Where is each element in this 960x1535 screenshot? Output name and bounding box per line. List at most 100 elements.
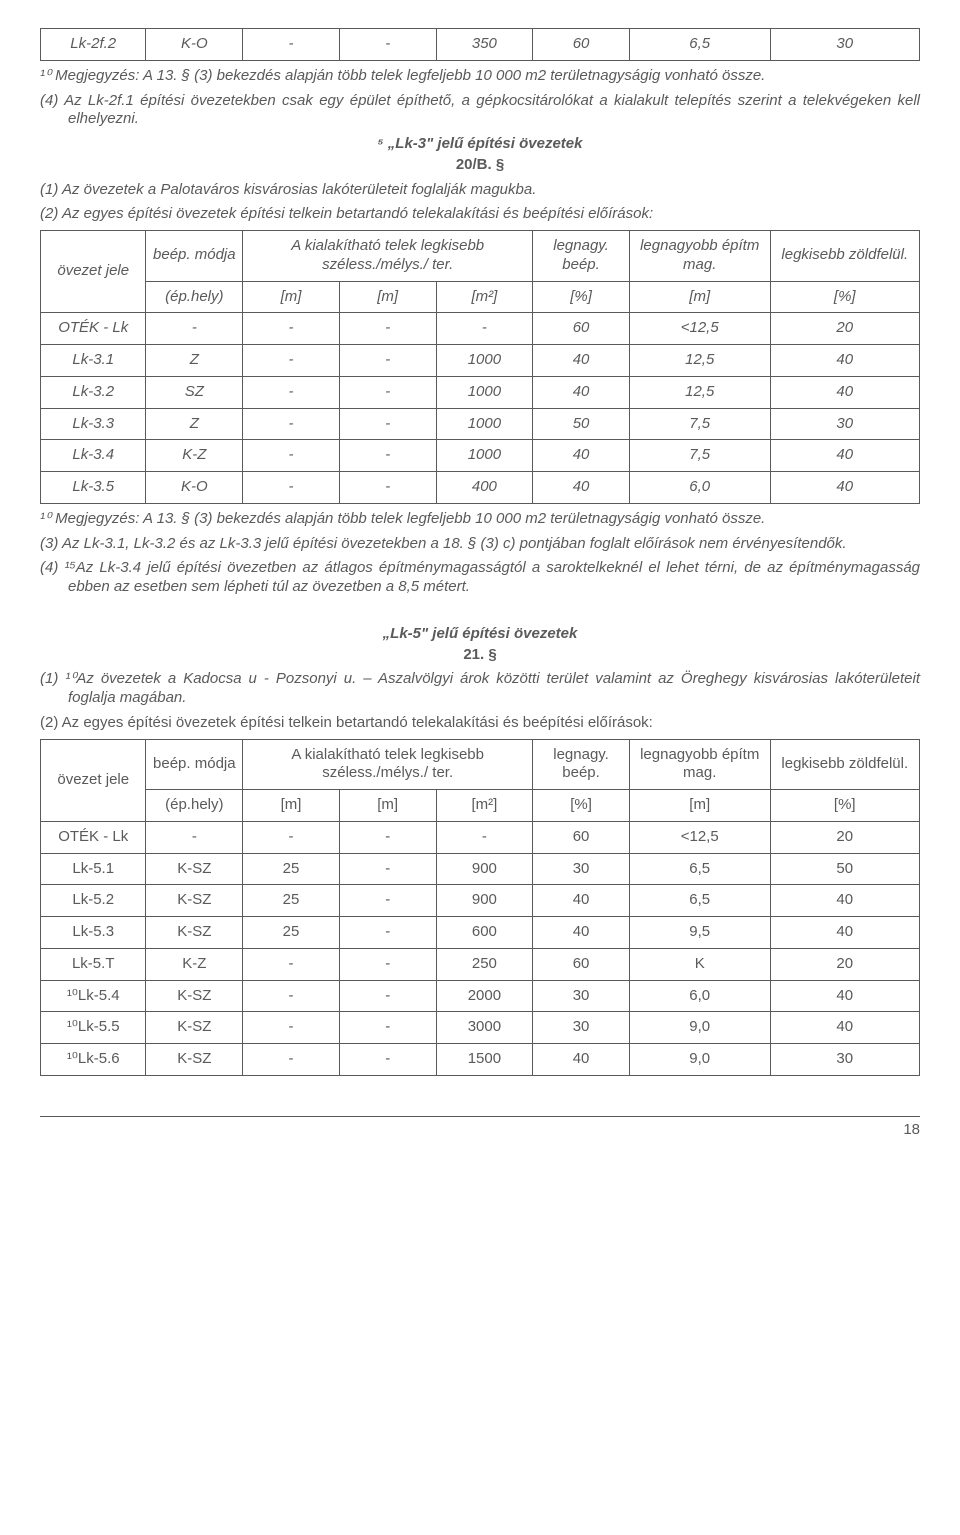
table-cell: 9,0 (629, 1012, 770, 1044)
table-cell: Lk-3.5 (41, 472, 146, 504)
table-cell: <12,5 (629, 313, 770, 345)
table-cell: 7,5 (629, 408, 770, 440)
table-cell: K-SZ (146, 885, 243, 917)
table-header-cell: övezet jele (41, 739, 146, 821)
table-cell: ¹⁰Lk-5.5 (41, 1012, 146, 1044)
table-cell: K (629, 948, 770, 980)
table-cell: 40 (533, 440, 630, 472)
table-cell: 20 (770, 948, 919, 980)
heading-lk3-num: 20/B. § (40, 156, 920, 175)
table-cell: 900 (436, 853, 533, 885)
table-lk5: övezet jelebeép. módjaA kialakítható tel… (40, 739, 920, 1076)
table-header-cell: beép. módja (146, 739, 243, 790)
table-cell: K-O (146, 472, 243, 504)
table-header-cell: [m²] (436, 790, 533, 822)
heading-lk5-num: 21. § (40, 646, 920, 665)
lk3-para-2: (2) Az egyes építési övezetek építési te… (40, 205, 920, 224)
table-cell: K-SZ (146, 853, 243, 885)
table-cell: OTÉK - Lk (41, 313, 146, 345)
heading-lk5: „Lk-5" jelű építési övezetek (40, 625, 920, 644)
lk3-para-1: (1) Az övezetek a Palotaváros kisvárosia… (40, 181, 920, 200)
table-cell: - (243, 408, 340, 440)
table-cell: - (436, 821, 533, 853)
table-cell: K-SZ (146, 1044, 243, 1076)
table-cell: - (436, 313, 533, 345)
table-cell: 40 (533, 885, 630, 917)
table-cell: - (339, 440, 436, 472)
table-header-cell: [m²] (436, 281, 533, 313)
table-cell: - (339, 980, 436, 1012)
table-cell: 40 (770, 980, 919, 1012)
table-lk3: övezet jelebeép. módjaA kialakítható tel… (40, 230, 920, 504)
table-cell: 250 (436, 948, 533, 980)
table-cell: - (243, 980, 340, 1012)
table-cell: - (339, 1044, 436, 1076)
table-cell: 40 (770, 885, 919, 917)
page-number: 18 (40, 1116, 920, 1140)
table-cell: 30 (533, 980, 630, 1012)
table-cell: - (339, 853, 436, 885)
table-header-cell: beép. módja (146, 231, 243, 282)
table-cell: 60 (533, 313, 630, 345)
table-header-cell: [m] (629, 281, 770, 313)
table-cell: K-SZ (146, 980, 243, 1012)
table-header-cell: [m] (243, 281, 340, 313)
table-cell: - (339, 345, 436, 377)
table-header-cell: legkisebb zöldfelül. (770, 739, 919, 790)
table-cell: 50 (533, 408, 630, 440)
table-cell: - (339, 948, 436, 980)
table-cell: 40 (533, 1044, 630, 1076)
table-cell: 30 (770, 408, 919, 440)
table-cell: 20 (770, 821, 919, 853)
table-cell: - (339, 408, 436, 440)
note-2: ¹⁰ Megjegyzés: A 13. § (3) bekezdés alap… (40, 510, 920, 529)
table-cell: 60 (533, 29, 630, 61)
table-cell: 900 (436, 885, 533, 917)
table-cell: Lk-5.3 (41, 917, 146, 949)
table-cell: 30 (533, 853, 630, 885)
table-cell: 350 (436, 29, 533, 61)
lk5-para-2: (2) Az egyes építési övezetek építési te… (40, 714, 920, 733)
table-cell: - (243, 948, 340, 980)
table-cell: - (243, 821, 340, 853)
table-cell: 1000 (436, 408, 533, 440)
table-cell: 40 (533, 376, 630, 408)
table-cell: 9,5 (629, 917, 770, 949)
table-cell: Lk-5.T (41, 948, 146, 980)
table-cell: - (146, 313, 243, 345)
table-cell: ¹⁰Lk-5.6 (41, 1044, 146, 1076)
lk3-para-4: (4) ¹⁵Az Lk-3.4 jelű építési övezetben a… (40, 559, 920, 597)
table-cell: 40 (770, 345, 919, 377)
table-cell: - (243, 1012, 340, 1044)
table-cell: 25 (243, 885, 340, 917)
table-cell: 6,0 (629, 472, 770, 504)
table-header-cell: [m] (243, 790, 340, 822)
table-cell: Lk-3.3 (41, 408, 146, 440)
lk5-para-1: (1) ¹⁰Az övezetek a Kadocsa u - Pozsonyi… (40, 670, 920, 708)
table-cell: ¹⁰Lk-5.4 (41, 980, 146, 1012)
table-header-cell: A kialakítható telek legkisebb széless./… (243, 231, 533, 282)
table-header-cell: A kialakítható telek legkisebb széless./… (243, 739, 533, 790)
table-cell: 30 (770, 29, 919, 61)
table-cell: - (339, 313, 436, 345)
table-lk2f: Lk-2f.2K-O--350606,530 (40, 28, 920, 61)
table-cell: 30 (770, 1044, 919, 1076)
table-cell: 40 (770, 1012, 919, 1044)
table-header-cell: legkisebb zöldfelül. (770, 231, 919, 282)
table-cell: 1000 (436, 376, 533, 408)
table-cell: 20 (770, 313, 919, 345)
table-cell: 50 (770, 853, 919, 885)
table-cell: - (339, 29, 436, 61)
table-cell: 40 (770, 376, 919, 408)
table-cell: OTÉK - Lk (41, 821, 146, 853)
table-cell: - (339, 917, 436, 949)
table-cell: 40 (533, 345, 630, 377)
table-header-cell: legnagy. beép. (533, 739, 630, 790)
note-1: ¹⁰ Megjegyzés: A 13. § (3) bekezdés alap… (40, 67, 920, 86)
table-header-cell: övezet jele (41, 231, 146, 313)
table-cell: <12,5 (629, 821, 770, 853)
table-cell: 30 (533, 1012, 630, 1044)
table-cell: 40 (770, 440, 919, 472)
table-header-cell: [%] (533, 281, 630, 313)
table-cell: K-SZ (146, 917, 243, 949)
